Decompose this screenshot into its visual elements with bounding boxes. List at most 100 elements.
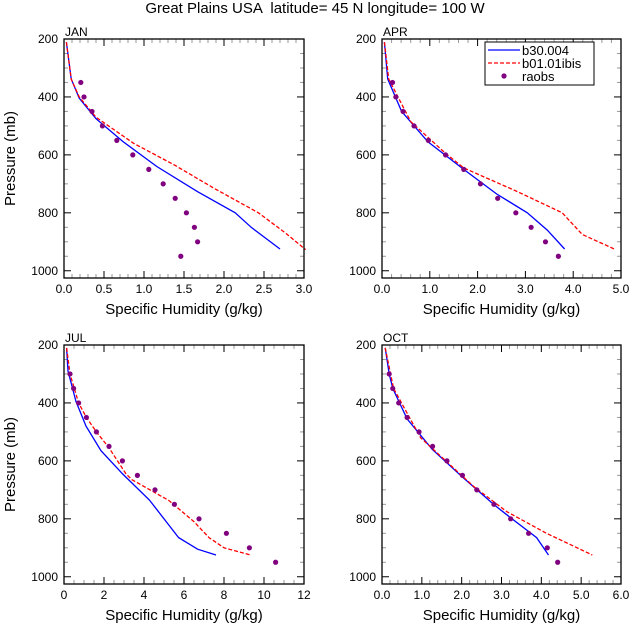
raobs-point [390, 385, 396, 392]
raobs-point [196, 516, 202, 522]
raobs-point [246, 545, 252, 551]
y-tick-label: 200 [38, 338, 58, 352]
raobs-point [425, 137, 431, 143]
raobs-point [393, 94, 399, 100]
x-tick-label: 5.0 [573, 588, 590, 602]
raobs-point [474, 487, 480, 493]
y-tick-label: 800 [38, 206, 58, 220]
panel-jan: 0.0 0.5 1.0 1.5 2.0 2.5 3.0 200 400 600 800 1000 Spe… [2, 25, 313, 318]
legend-label-b30: b30.004 [522, 43, 569, 58]
figure-title: Great Plains USA latitude= 45 N longitud… [145, 0, 485, 17]
raobs-point [119, 458, 125, 464]
raobs-point [555, 559, 561, 565]
y-axis-label: Pressure (mb) [2, 111, 19, 206]
b01-01ibis-line [65, 347, 251, 556]
x-tick-label: 4.0 [533, 588, 550, 602]
x-tick-label: 0.0 [374, 588, 391, 602]
raobs-point [89, 108, 95, 115]
raobs-point [477, 181, 484, 187]
raobs-point [83, 414, 89, 421]
raobs-point [146, 166, 152, 172]
y-tick-label: 200 [356, 32, 376, 46]
raobs-point [461, 166, 467, 172]
x-tick-label: 4 [141, 588, 148, 602]
x-tick-label: 1.0 [136, 282, 153, 296]
raobs-point [114, 137, 120, 143]
raobs-point [429, 443, 436, 449]
b30-004-line [65, 347, 217, 556]
y-tick-label: 1000 [349, 264, 376, 278]
raobs-point [71, 385, 77, 392]
panel-oct: 0.0 1.0 2.0 3.0 4.0 5.0 6.0 200 400 600 800 1000 Spe… [349, 331, 629, 624]
y-tick-label: 1000 [349, 570, 376, 584]
x-tick-label: 1.0 [421, 282, 438, 296]
plot-frame [381, 38, 622, 279]
raobs-point [400, 108, 406, 115]
y-axis-label: Pressure (mb) [2, 417, 19, 512]
y-tick-label: 200 [356, 338, 376, 352]
raobs-point [130, 152, 136, 158]
x-tick-label: 2.0 [469, 282, 486, 296]
x-tick-label: 3.0 [517, 282, 534, 296]
plot-frame [381, 344, 622, 585]
raobs-point [106, 443, 112, 449]
raobs-point [172, 195, 178, 201]
raobs-point [99, 123, 105, 129]
y-tick-label: 600 [38, 148, 58, 162]
x-tick-label: 10 [257, 588, 271, 602]
raobs-point [513, 210, 519, 216]
panel-label: JAN [65, 25, 88, 39]
raobs-point [444, 458, 450, 464]
raobs-point [542, 239, 549, 245]
raobs-point [411, 123, 417, 129]
raobs-point [508, 516, 514, 522]
raobs-point [76, 400, 82, 406]
y-tick-label: 1000 [31, 570, 58, 584]
plot-frame [63, 38, 305, 279]
x-tick-label: 6.0 [613, 588, 630, 602]
raobs-point [555, 253, 561, 259]
x-tick-label: 1.5 [176, 282, 193, 296]
raobs-point [67, 371, 73, 377]
raobs-point [81, 94, 87, 100]
x-tick-label: 2.0 [216, 282, 233, 296]
raobs-point [396, 400, 402, 406]
b01-01ibis-line [384, 347, 593, 556]
x-tick-label: 0.0 [56, 282, 73, 296]
x-tick-label: 2.0 [453, 588, 470, 602]
raobs-point [171, 501, 177, 507]
y-tick-label: 800 [356, 206, 376, 220]
x-tick-label: 0.5 [96, 282, 113, 296]
legend-label-raobs: raobs [522, 69, 555, 84]
x-tick-label: 1.0 [413, 588, 430, 602]
x-tick-label: 3.0 [493, 588, 510, 602]
raobs-point [389, 79, 396, 86]
y-tick-label: 600 [356, 148, 376, 162]
x-axis-label: Specific Humidity (g/kg) [423, 607, 581, 624]
raobs-point [495, 195, 501, 201]
raobs-point [160, 181, 166, 187]
raobs-point [152, 487, 158, 493]
y-tick-label: 200 [38, 32, 58, 46]
y-tick-label: 800 [38, 512, 58, 526]
y-tick-label: 800 [356, 512, 376, 526]
y-tick-label: 1000 [31, 264, 58, 278]
x-axis-label: Specific Humidity (g/kg) [423, 301, 581, 318]
panel-label: OCT [383, 331, 409, 345]
raobs-point [544, 545, 550, 551]
x-tick-label: 5.0 [613, 282, 630, 296]
y-tick-label: 600 [38, 454, 58, 468]
raobs-point [195, 239, 201, 245]
raobs-point [78, 79, 84, 86]
raobs-point [459, 472, 466, 478]
b01-01ibis-line [65, 42, 307, 251]
legend-marker-raobs [501, 73, 507, 79]
x-axis-label: Specific Humidity (g/kg) [105, 301, 263, 318]
x-tick-label: 6 [181, 588, 188, 602]
x-tick-label: 3.0 [296, 282, 313, 296]
y-tick-label: 600 [356, 454, 376, 468]
raobs-point [273, 559, 279, 565]
legend-label-ibis: b01.01ibis [522, 56, 582, 71]
raobs-point [404, 414, 410, 421]
